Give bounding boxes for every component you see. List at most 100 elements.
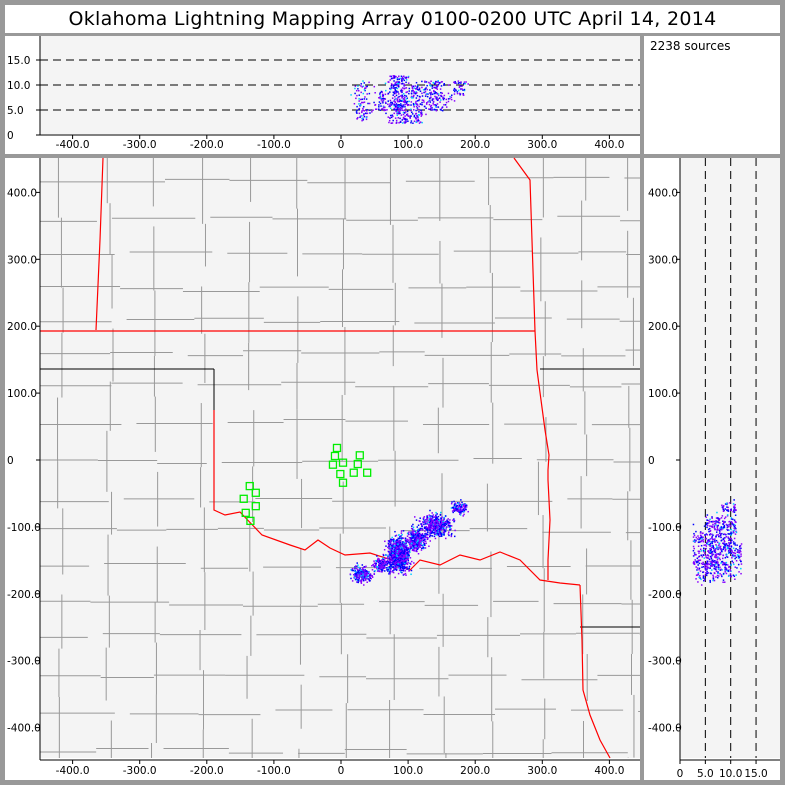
plan-source-point	[404, 543, 407, 546]
lat-alt-source-point	[733, 552, 735, 554]
lat-alt-source-point	[727, 536, 729, 538]
lat-alt-source-point	[709, 565, 712, 567]
plan-source-point	[453, 503, 456, 505]
plan-source-point	[417, 524, 420, 526]
alt-lon-source-point	[429, 89, 431, 91]
plan-source-point	[437, 534, 440, 536]
alt-lon-source-point	[400, 100, 403, 102]
lat-alt-source-point	[711, 541, 713, 543]
alt-lon-source-point	[390, 87, 393, 89]
plan-source-point	[404, 549, 407, 552]
plan-source-point	[415, 535, 417, 537]
alt-lon-source-point	[361, 119, 363, 122]
plan-source-point	[463, 506, 466, 508]
plan-source-point	[401, 556, 404, 559]
plan-source-point	[449, 522, 451, 525]
plan-source-point	[447, 521, 450, 523]
plan-source-point	[387, 568, 390, 571]
plan-source-point	[380, 564, 383, 566]
lat-alt-source-point	[706, 541, 708, 544]
plan-source-point	[363, 574, 365, 576]
lat-alt-source-point	[697, 545, 700, 547]
alt-lon-source-point	[395, 83, 398, 86]
lat-alt-source-point	[736, 567, 738, 569]
alt-lon-source-point	[393, 77, 396, 79]
plan-source-point	[388, 547, 390, 550]
lat-alt-source-point	[716, 529, 718, 531]
plan-source-point	[402, 569, 404, 571]
plan-source-point	[380, 562, 383, 565]
lat-alt-source-point	[717, 553, 719, 555]
lat-alt-source-point	[716, 546, 718, 549]
alt-lon-source-point	[441, 92, 443, 94]
alt-lon-source-point	[399, 95, 402, 97]
lat-alt-source-point	[715, 535, 717, 537]
lat-alt-source-point	[728, 537, 731, 540]
alt-lon-source-point	[434, 104, 437, 106]
plan-source-point	[408, 543, 411, 546]
plan-source-point	[418, 538, 420, 540]
plan-source-point	[394, 548, 396, 550]
x-tick-label: -400.0	[56, 765, 90, 777]
y-tick-label: 200.0	[648, 321, 678, 333]
alt-lon-source-point	[396, 111, 399, 113]
plan-source-point	[421, 540, 423, 543]
alt-lon-source-point	[404, 101, 406, 103]
alt-lon-source-point	[433, 86, 435, 89]
plan-source-point	[398, 564, 400, 567]
lat-alt-source-point	[704, 552, 706, 554]
alt-lon-source-point	[415, 118, 417, 120]
plan-source-point	[410, 535, 413, 538]
plan-source-point	[404, 545, 406, 548]
lat-alt-source-point	[724, 571, 726, 573]
alt-lon-source-point	[403, 109, 405, 112]
alt-lon-source-point	[359, 98, 362, 101]
plan-source-point	[362, 576, 364, 579]
y-tick-label: 0	[7, 455, 14, 467]
alt-lon-source-point	[357, 88, 359, 90]
lat-alt-source-point	[723, 581, 726, 583]
plan-source-point	[397, 552, 400, 554]
alt-lon-source-point	[404, 94, 406, 97]
plan-source-point	[366, 572, 369, 575]
lat-alt-source-point	[712, 553, 714, 556]
lat-alt-source-point	[703, 549, 706, 552]
alt-lon-source-point	[398, 78, 400, 81]
plan-source-point	[383, 548, 386, 551]
plan-source-point	[380, 561, 382, 563]
plan-source-point	[359, 580, 362, 582]
plan-source-point	[418, 520, 421, 522]
y-tick-label: -200.0	[648, 589, 682, 601]
lat-alt-source-point	[692, 562, 695, 564]
lat-alt-source-point	[723, 540, 726, 542]
plan-source-point	[393, 563, 396, 565]
plan-source-point	[422, 539, 425, 542]
lat-alt-source-point	[694, 559, 696, 561]
lat-alt-source-point	[714, 538, 716, 540]
plan-source-point	[385, 545, 387, 547]
plan-source-point	[394, 530, 396, 533]
alt-lon-source-point	[428, 100, 430, 102]
plan-source-point	[373, 562, 376, 564]
plan-source-point	[369, 575, 371, 578]
lat-alt-source-point	[728, 533, 730, 535]
plan-source-point	[434, 515, 437, 518]
alt-lon-source-point	[425, 102, 428, 104]
plan-source-point	[411, 532, 414, 534]
plan-source-point	[401, 560, 404, 562]
plan-source-point	[425, 527, 428, 530]
alt-lon-source-point	[401, 105, 403, 107]
plan-source-point	[460, 503, 462, 506]
lat-alt-source-point	[735, 509, 737, 511]
plan-source-point	[405, 559, 408, 562]
plan-source-point	[401, 553, 404, 555]
alt-lon-source-point	[414, 85, 417, 87]
lat-alt-source-point	[725, 523, 728, 526]
plan-source-point	[439, 533, 442, 535]
lat-alt-source-point	[718, 557, 721, 560]
alt-lon-source-point	[405, 121, 408, 123]
alt-lon-source-point	[420, 115, 423, 117]
lat-alt-source-point	[693, 539, 696, 541]
plan-source-point	[403, 552, 406, 555]
lat-alt-source-point	[734, 525, 736, 527]
